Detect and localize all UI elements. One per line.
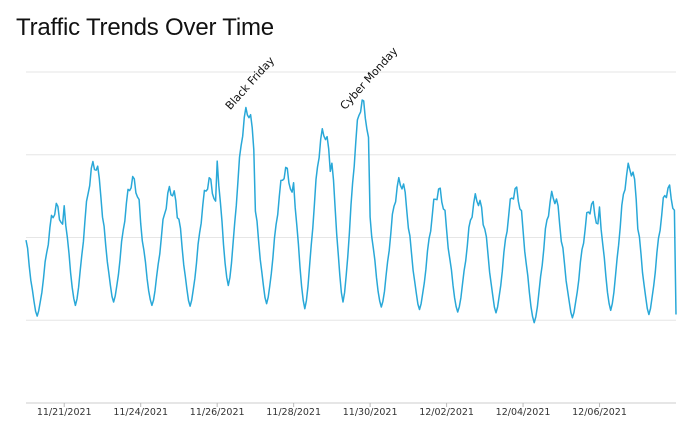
- x-axis-ticks: 11/21/2021 11/24/2021 11/26/2021 11/28/2021…: [37, 403, 627, 418]
- annotations: Black Friday Cyber Monday: [223, 44, 401, 112]
- grid-lines: [26, 71, 676, 404]
- x-tick-label: 11/26/2021: [190, 407, 245, 418]
- annotation-label: Black Friday: [223, 54, 278, 113]
- x-tick-label: 11/24/2021: [113, 407, 168, 418]
- x-tick-label: 11/21/2021: [37, 407, 92, 418]
- x-tick-label: 11/30/2021: [343, 407, 398, 418]
- series-line-traffic: [25, 99, 677, 324]
- x-tick-label: 11/28/2021: [266, 407, 321, 418]
- chart-title: Traffic Trends Over Time: [16, 14, 274, 41]
- x-tick-label: 12/04/2021: [496, 407, 551, 418]
- x-tick-label: 12/02/2021: [419, 407, 474, 418]
- annotation-label: Cyber Monday: [338, 44, 401, 112]
- x-tick-label: 12/06/2021: [572, 407, 627, 418]
